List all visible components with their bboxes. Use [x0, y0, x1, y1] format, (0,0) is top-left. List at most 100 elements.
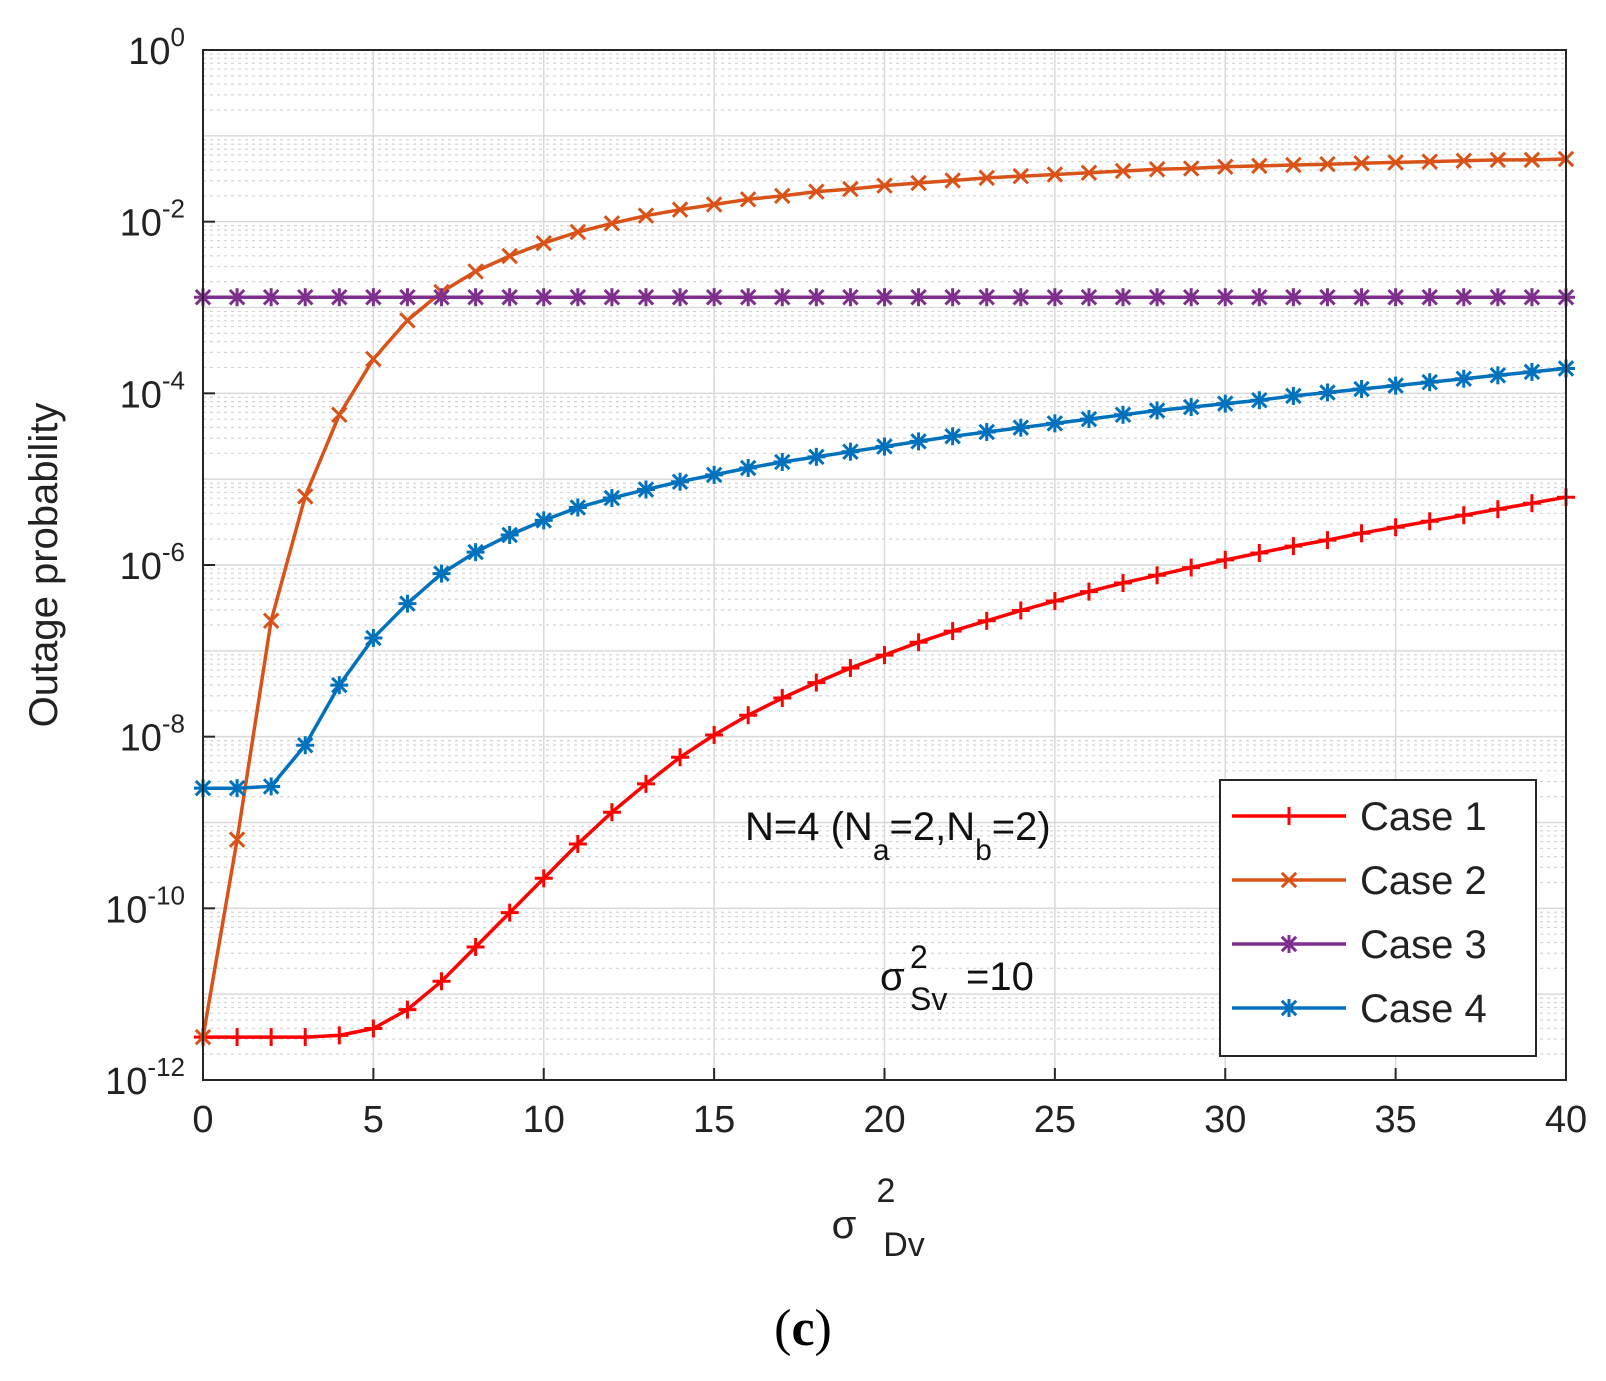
legend-marker	[1280, 871, 1298, 889]
parameter-annotation: N=4 (Na=2,Nb=2) σ 2 Sv =10	[745, 805, 1051, 1017]
series-case-1	[194, 488, 1575, 1047]
series-case-4-point	[671, 472, 690, 491]
legend-label: Case 4	[1360, 987, 1487, 1031]
series-case-3-point	[1114, 288, 1133, 307]
marker-stroke	[1080, 288, 1098, 306]
series-case-1-point	[909, 633, 928, 652]
y-tick-base: 10	[120, 374, 162, 416]
marker-stroke	[1114, 288, 1132, 306]
marker-stroke	[1114, 406, 1132, 424]
y-tick-exponent: -2	[162, 194, 185, 224]
series-case-3-point	[1488, 288, 1507, 307]
x-tick-label: 25	[1034, 1099, 1076, 1141]
y-tick-label: 10-4	[120, 365, 185, 416]
legend-label: Case 2	[1360, 859, 1487, 903]
series-case-3-point	[739, 288, 758, 307]
marker-stroke	[569, 288, 587, 306]
marker-stroke	[1489, 367, 1507, 384]
marker-stroke	[603, 489, 621, 507]
marker-stroke	[1387, 288, 1404, 306]
marker-stroke	[978, 423, 995, 441]
marker-stroke	[671, 201, 689, 218]
legend-entry-case-3: Case 3	[1232, 923, 1487, 967]
y-tick-exponent: -8	[162, 709, 185, 739]
series-group	[194, 150, 1575, 1047]
legend-marker	[1280, 999, 1298, 1017]
series-case-1-point	[943, 622, 962, 641]
series-case-2-point	[1251, 157, 1268, 175]
series-case-3-point	[977, 288, 996, 307]
marker-stroke	[1523, 151, 1541, 169]
series-case-1-point	[671, 748, 690, 767]
marker-stroke	[1523, 363, 1541, 381]
annotation-sigma-value: =10	[966, 955, 1034, 999]
series-case-1-point	[228, 1028, 247, 1047]
marker-stroke	[1285, 156, 1302, 174]
marker-stroke	[296, 736, 314, 754]
marker-stroke	[1353, 380, 1370, 398]
series-case-3-point	[398, 288, 417, 307]
marker-stroke	[671, 288, 689, 306]
series-case-2-point	[808, 183, 825, 200]
series-case-4-point	[1318, 383, 1337, 402]
series-case-3-point	[807, 288, 826, 307]
y-tick-base: 10	[120, 546, 162, 588]
marker-stroke	[1012, 288, 1030, 306]
series-case-4-point	[807, 447, 826, 466]
marker-stroke	[1182, 288, 1200, 306]
series-case-2-point	[739, 191, 757, 208]
annotation-line-1: N=4 (Na=2,Nb=2)	[745, 805, 1051, 867]
marker-stroke	[603, 215, 621, 232]
series-case-4-point	[636, 480, 655, 499]
series-case-2-point	[910, 174, 927, 192]
annotation-prefix: N=4 (N	[745, 805, 873, 849]
series-case-4-point	[1522, 362, 1541, 381]
series-case-1-point	[1454, 506, 1473, 525]
y-tick-exponent: -12	[147, 1052, 185, 1082]
series-case-3-point	[705, 288, 724, 307]
marker-stroke	[774, 453, 791, 471]
series-case-2-point	[1489, 151, 1507, 169]
marker-stroke	[1387, 377, 1404, 394]
series-case-2-point	[569, 223, 587, 241]
x-tick-label: 0	[192, 1099, 213, 1141]
series-case-1-point	[705, 725, 724, 744]
series-case-1-point	[602, 803, 621, 822]
series-case-1-point	[330, 1026, 349, 1045]
marker-stroke	[1280, 871, 1298, 889]
annotation-sigma: σ	[880, 955, 905, 999]
series-case-4-point	[568, 498, 587, 517]
marker-stroke	[228, 831, 246, 848]
marker-stroke	[1280, 999, 1298, 1017]
series-case-4-point	[1079, 410, 1098, 429]
series-case-4-point	[398, 594, 417, 613]
marker-stroke	[296, 488, 314, 505]
series-case-3-point	[364, 288, 383, 307]
marker-stroke	[876, 177, 893, 194]
y-tick-exponent: -6	[162, 537, 185, 567]
marker-stroke	[1216, 288, 1234, 306]
series-case-3-point	[432, 288, 451, 307]
series-case-1-point	[568, 834, 587, 853]
series-case-1-point	[773, 689, 792, 708]
series-case-3-point	[500, 288, 519, 307]
marker-stroke	[1455, 370, 1473, 388]
series-case-1-point	[432, 972, 451, 991]
marker-stroke	[1387, 154, 1404, 171]
series-case-3-point	[1318, 288, 1337, 307]
series-case-3-point	[1386, 288, 1405, 307]
marker-stroke	[467, 288, 484, 306]
y-tick-label: 10-8	[120, 709, 185, 760]
series-case-3-point	[1011, 288, 1030, 307]
marker-stroke	[944, 427, 961, 445]
series-case-4-point	[705, 465, 724, 484]
series-case-2-point	[296, 488, 314, 505]
series-case-4-point	[739, 459, 758, 478]
marker-stroke	[365, 629, 382, 647]
series-case-3-point	[671, 288, 690, 307]
x-axis-label-subscript: Dv	[883, 1226, 925, 1264]
series-case-1-point	[398, 1000, 417, 1019]
caption-close-paren: )	[815, 1300, 832, 1357]
marker-stroke	[637, 288, 655, 306]
series-case-4-point	[534, 511, 553, 530]
